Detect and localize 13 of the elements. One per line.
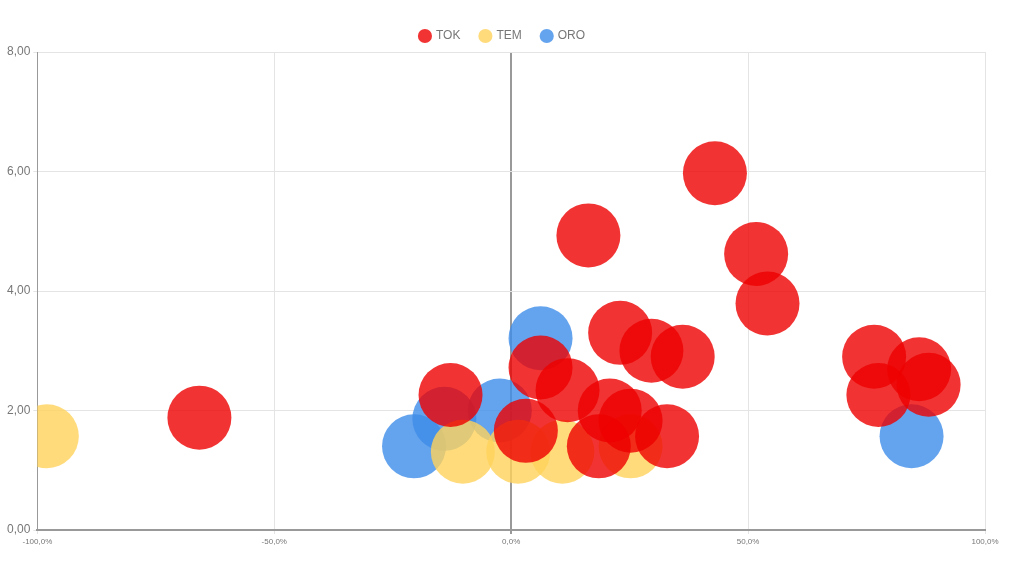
y-tick-label: 6,00 xyxy=(7,163,31,178)
legend-label: ORO xyxy=(557,28,586,43)
x-tick-label: -100,0% xyxy=(22,537,53,546)
x-tick-label: 0,0% xyxy=(502,537,521,546)
x-tick-label: 100,0% xyxy=(971,537,999,546)
y-tick-label: 0,00 xyxy=(7,522,31,537)
y-tick-label: 8,00 xyxy=(7,44,31,59)
y-tick-label: 2,00 xyxy=(7,402,31,417)
x-tick-label: -50,0% xyxy=(261,537,287,546)
legend-label: TEM xyxy=(496,28,522,43)
x-tick-label: 50,0% xyxy=(736,537,760,546)
y-tick-label: 4,00 xyxy=(7,283,31,298)
legend-label: TOK xyxy=(435,28,461,43)
